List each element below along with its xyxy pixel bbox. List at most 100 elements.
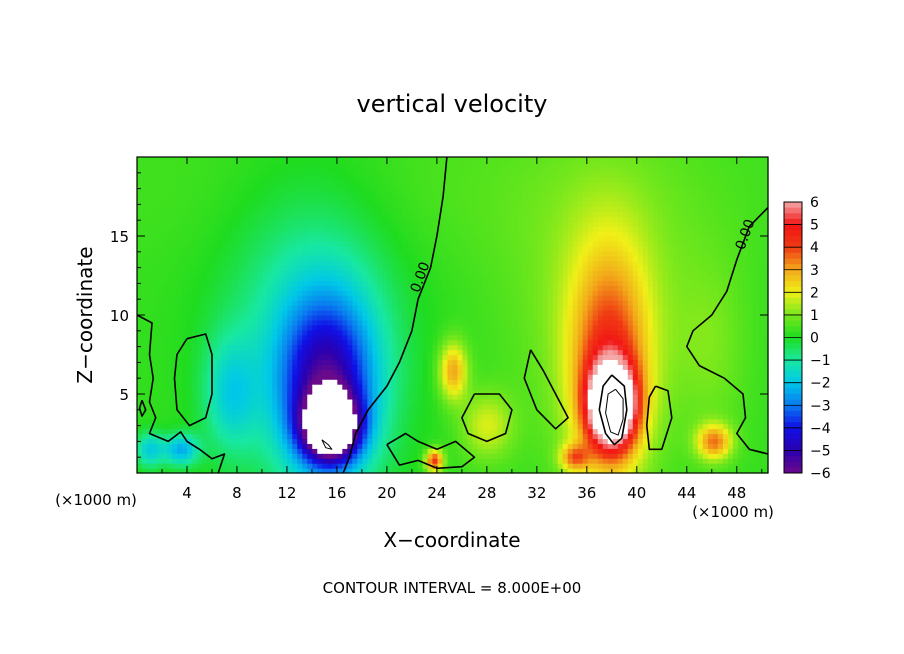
heatmap-cell	[142, 384, 148, 390]
heatmap-cell	[482, 310, 489, 316]
heatmap-cell	[192, 374, 198, 380]
heatmap-cell	[287, 354, 293, 361]
heatmap-cell	[307, 216, 313, 222]
heatmap-cell	[432, 453, 439, 459]
heatmap-cell	[202, 265, 208, 272]
heatmap-cell	[342, 285, 348, 291]
heatmap-cell	[192, 186, 198, 193]
heatmap-cell	[452, 448, 459, 454]
heatmap-cell	[297, 359, 303, 365]
heatmap-cell	[222, 191, 228, 198]
heatmap-cell	[467, 384, 474, 390]
heatmap-cell	[157, 468, 163, 474]
heatmap-cell	[517, 334, 524, 341]
heatmap-cell	[477, 354, 484, 361]
heatmap-cell	[432, 315, 439, 321]
heatmap-cell	[192, 310, 198, 316]
heatmap-cell	[372, 290, 378, 296]
heatmap-cell	[357, 379, 363, 385]
heatmap-cell	[452, 231, 459, 237]
heatmap-cell	[297, 310, 303, 316]
heatmap-cell	[467, 448, 474, 454]
heatmap-cell	[152, 453, 158, 459]
heatmap-cell	[167, 438, 173, 444]
heatmap-cell	[257, 201, 263, 207]
heatmap-cell	[272, 344, 278, 351]
heatmap-cell	[462, 216, 469, 222]
heatmap-cell	[277, 428, 283, 435]
heatmap-cell	[177, 270, 183, 277]
heatmap-cell	[207, 319, 213, 326]
heatmap-cell	[497, 236, 504, 242]
heatmap-cell	[297, 319, 303, 326]
heatmap-cell	[347, 359, 353, 365]
heatmap-cell	[202, 374, 208, 380]
heatmap-cell	[202, 453, 208, 459]
heatmap-cell	[327, 211, 333, 217]
heatmap-cell	[327, 428, 333, 435]
heatmap-cell	[307, 181, 313, 188]
heatmap-cell	[342, 231, 348, 237]
heatmap-cell	[177, 206, 183, 212]
heatmap-cell	[202, 206, 208, 212]
heatmap-cell	[427, 240, 434, 247]
heatmap-cell	[262, 369, 268, 375]
heatmap-cell	[522, 374, 529, 380]
heatmap-cell	[227, 176, 233, 183]
heatmap-cell	[472, 339, 479, 346]
heatmap-cell	[387, 226, 394, 232]
heatmap-cell	[467, 250, 474, 257]
heatmap-cell	[227, 379, 233, 385]
heatmap-cell	[422, 448, 429, 454]
heatmap-cell	[457, 166, 464, 173]
heatmap-cell	[392, 398, 399, 405]
heatmap-cell	[197, 349, 203, 356]
heatmap-cell	[187, 236, 193, 242]
heatmap-cell	[217, 334, 223, 341]
heatmap-cell	[147, 260, 153, 267]
heatmap-cell	[427, 394, 434, 400]
heatmap-cell	[272, 265, 278, 272]
heatmap-cell	[392, 285, 399, 291]
heatmap-cell	[317, 166, 323, 173]
heatmap-cell	[322, 211, 328, 217]
heatmap-cell	[432, 290, 439, 296]
heatmap-cell	[437, 438, 444, 444]
heatmap-cell	[202, 428, 208, 435]
heatmap-cell	[312, 324, 318, 331]
heatmap-cell	[392, 374, 399, 380]
heatmap-cell	[352, 290, 358, 296]
heatmap-cell	[432, 438, 439, 444]
heatmap-cell	[382, 359, 388, 365]
heatmap-cell	[292, 463, 298, 469]
heatmap-cell	[262, 468, 268, 474]
heatmap-cell	[507, 236, 514, 242]
heatmap-cell	[407, 176, 414, 183]
heatmap-cell	[407, 413, 414, 420]
heatmap-cell	[282, 413, 288, 420]
heatmap-cell	[267, 236, 273, 242]
heatmap-cell	[382, 389, 388, 395]
heatmap-cell	[422, 354, 429, 361]
heatmap-cell	[212, 211, 218, 217]
heatmap-cell	[232, 443, 238, 449]
heatmap-cell	[257, 310, 263, 316]
heatmap-cell	[212, 186, 218, 193]
heatmap-cell	[317, 245, 323, 252]
heatmap-cell	[157, 374, 163, 380]
heatmap-cell	[252, 181, 258, 188]
heatmap-cell	[507, 463, 514, 469]
heatmap-cell	[232, 171, 238, 178]
heatmap-cell	[362, 270, 368, 277]
heatmap-cell	[192, 196, 198, 203]
heatmap-cell	[372, 216, 378, 222]
heatmap-cell	[477, 226, 484, 232]
heatmap-cell	[502, 245, 509, 252]
heatmap-cell	[507, 334, 514, 341]
heatmap-cell	[177, 290, 183, 296]
heatmap-cell	[487, 260, 494, 267]
heatmap-cell	[452, 191, 459, 198]
heatmap-cell	[502, 458, 509, 464]
heatmap-cell	[167, 166, 173, 173]
heatmap-cell	[412, 433, 419, 440]
